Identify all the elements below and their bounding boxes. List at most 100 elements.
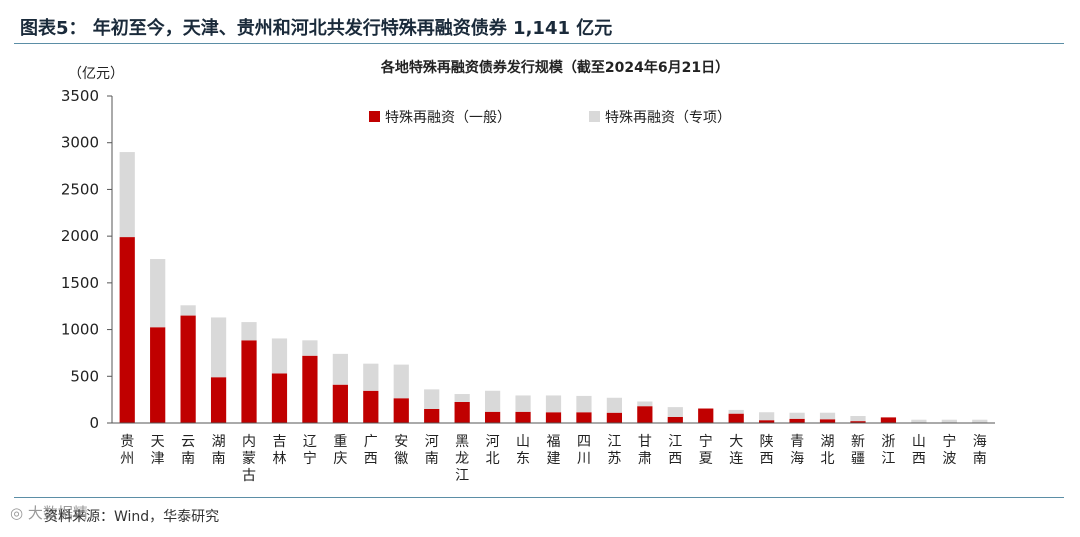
x-tick-label: 川 [577, 451, 591, 467]
x-tick-label: 庆 [333, 451, 347, 467]
bar-special [150, 259, 166, 328]
bar-special [484, 390, 501, 412]
y-tick-label: 1000 [61, 321, 99, 339]
x-tick-label: 海 [973, 434, 987, 450]
bar-general [606, 412, 623, 423]
bar-general [454, 401, 470, 423]
x-tick-label: 江 [668, 434, 682, 450]
x-tick-label: 天 [151, 434, 165, 450]
x-tick-label: 连 [729, 451, 743, 467]
bar-special [759, 412, 775, 421]
x-tick-label: 浙 [881, 434, 895, 450]
x-tick-label: 波 [942, 451, 956, 467]
bar-special [576, 395, 592, 413]
x-tick-label: 南 [212, 451, 226, 467]
x-axis: 贵州天津云南湖南内蒙古吉林辽宁重庆广西安徽河南黑龙江河北山东福建四川江苏甘肃江西… [112, 422, 995, 484]
bar-special [667, 407, 683, 417]
watermark-logo: ◎ 大数据精 [10, 504, 88, 522]
figure-title: 图表5： 年初至今，天津、贵州和河北共发行特殊再融资债券 1,141 亿元 [20, 18, 613, 39]
x-tick-label: 河 [486, 434, 500, 450]
bar-general [424, 408, 440, 423]
x-tick-label: 广 [364, 434, 378, 450]
y-tick-label: 2000 [61, 227, 99, 245]
bar-general [484, 411, 501, 423]
x-tick-label: 辽 [303, 434, 317, 450]
bar-general [241, 340, 257, 423]
x-tick-label: 西 [760, 451, 774, 467]
x-tick-label: 福 [547, 434, 561, 450]
chart-title: 各地特殊再融资债券发行规模（截至2024年6月21日） [380, 59, 729, 76]
y-tick-label: 2500 [61, 180, 99, 198]
x-tick-label: 大 [729, 434, 743, 450]
x-tick-label: 北 [486, 451, 500, 467]
bar-general [850, 421, 866, 423]
bar-general [667, 416, 683, 423]
bar-general [180, 315, 196, 423]
x-tick-label: 蒙 [242, 451, 256, 467]
bar-special [819, 412, 836, 420]
x-tick-label: 龙 [455, 451, 469, 467]
bar-special [728, 409, 744, 414]
bar-general [119, 237, 135, 423]
x-tick-label: 古 [242, 468, 256, 484]
bar-special [424, 389, 440, 409]
bar-general [393, 398, 409, 423]
y-tick-label: 0 [89, 414, 99, 432]
x-tick-label: 苏 [607, 451, 621, 467]
bar-special [119, 152, 135, 238]
bar-special [393, 364, 409, 399]
x-tick-label: 徽 [394, 451, 408, 467]
bar-special [941, 419, 957, 423]
x-tick-label: 宁 [303, 450, 317, 467]
top-rule [14, 43, 1064, 44]
bar-general [271, 373, 288, 423]
x-tick-label: 宁 [942, 433, 956, 450]
bar-special [241, 322, 257, 341]
bar-general [210, 377, 227, 423]
x-tick-label: 南 [181, 451, 195, 467]
x-tick-label: 甘 [638, 434, 652, 450]
legend-label-general: 特殊再融资（一般） [385, 110, 511, 126]
bar-special [515, 395, 531, 412]
bar-special [271, 338, 288, 374]
x-tick-label: 西 [912, 451, 926, 467]
bar-special [210, 317, 227, 378]
bar-special [606, 397, 623, 413]
x-tick-label: 黑 [455, 434, 469, 450]
y-tick-label: 500 [70, 367, 99, 385]
bar-special [972, 419, 988, 423]
x-tick-label: 山 [516, 434, 530, 450]
bar-general [819, 419, 836, 423]
x-tick-label: 海 [790, 451, 804, 467]
bar-special [180, 305, 196, 316]
y-axis: 0 500 1000 1500 2000 2500 3000 3500 [61, 87, 113, 432]
legend-swatch-general [369, 111, 380, 122]
x-tick-label: 肃 [638, 451, 652, 467]
x-tick-label: 河 [425, 434, 439, 450]
bar-general [363, 390, 379, 423]
y-axis-label: （亿元） [68, 66, 124, 82]
bar-general [576, 412, 592, 423]
x-tick-label: 江 [607, 434, 621, 450]
x-tick-label: 宁 [699, 433, 713, 450]
x-tick-label: 西 [364, 451, 378, 467]
bar-special [911, 419, 927, 423]
bar-special [332, 353, 348, 385]
x-tick-label: 西 [668, 451, 682, 467]
x-tick-label: 云 [181, 434, 195, 450]
x-tick-label: 四 [577, 434, 591, 450]
bottom-rule [14, 497, 1064, 498]
y-tick-label: 3500 [61, 87, 99, 105]
x-tick-label: 江 [455, 468, 469, 484]
x-tick-label: 内 [242, 434, 256, 450]
x-tick-label: 吉 [272, 434, 286, 450]
x-tick-label: 疆 [851, 451, 865, 467]
bar-general [698, 408, 714, 423]
y-tick-label: 3000 [61, 134, 99, 152]
bars [119, 152, 988, 423]
bar-general [880, 417, 897, 423]
x-tick-label: 陕 [760, 434, 774, 450]
bar-general [637, 406, 653, 423]
x-tick-label: 北 [821, 451, 835, 467]
bar-general [515, 411, 531, 423]
